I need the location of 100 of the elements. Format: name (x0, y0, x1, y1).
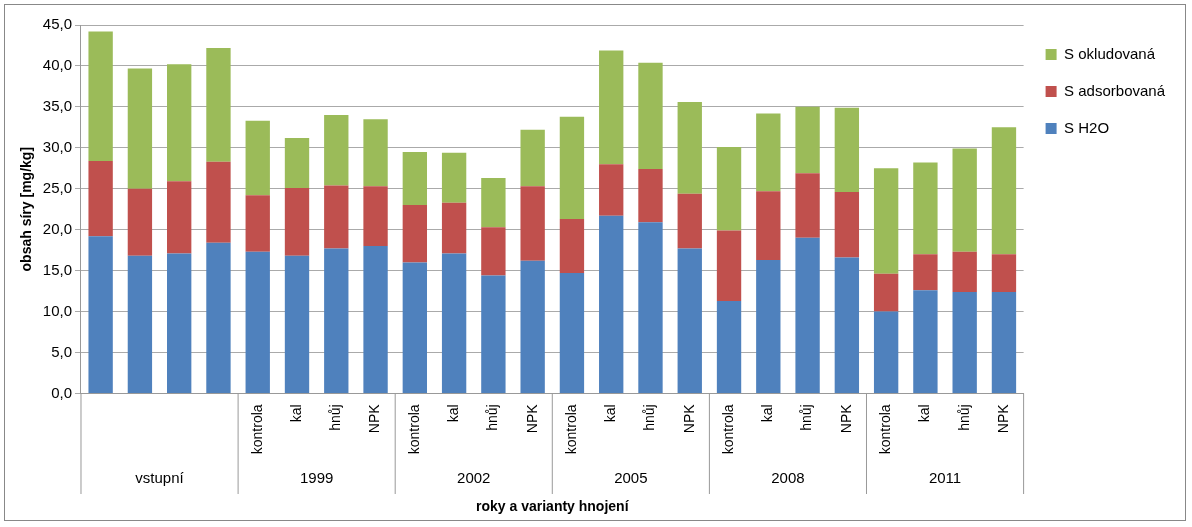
bar (324, 185, 349, 249)
bar (245, 195, 270, 252)
bar (284, 187, 310, 256)
x-tick-label: kal (444, 404, 461, 423)
text: vstupní (135, 469, 185, 487)
bar (402, 151, 428, 206)
bar (363, 246, 388, 393)
y-tick-label: 45,0 (42, 15, 72, 33)
legend-label: S okludovaná (1064, 44, 1156, 62)
bar (913, 290, 938, 393)
x-tick-label: kontrola (719, 404, 736, 455)
x-tick-label: hnůj (798, 404, 815, 431)
x-tick-label: kal (602, 404, 619, 423)
bar (245, 251, 270, 393)
text: 1999 (299, 469, 334, 487)
bar (245, 120, 270, 196)
bar (834, 107, 860, 193)
x-tick-label: kal (916, 404, 933, 423)
bar (677, 193, 702, 249)
bar (88, 236, 113, 393)
bar (834, 257, 860, 393)
x-tick-label: hnůj (484, 404, 501, 431)
bar (206, 47, 231, 162)
bar (756, 113, 781, 192)
x-tick-label: kontrola (248, 404, 265, 455)
bar (716, 146, 742, 231)
bar (284, 137, 310, 188)
y-tick-label: 30,0 (42, 137, 72, 155)
bar (677, 101, 702, 194)
x-tick-label: kontrola (876, 404, 893, 455)
y-tick-label: 10,0 (42, 301, 72, 319)
x-tick-label: hnůj (327, 404, 344, 431)
bar (363, 186, 388, 247)
bar (952, 291, 977, 393)
bar (402, 205, 428, 263)
bar (795, 173, 820, 238)
text: 2008 (771, 469, 805, 487)
bar (795, 237, 820, 393)
x-tick-label: kal (287, 404, 304, 423)
bar (716, 230, 742, 301)
bar (363, 119, 388, 187)
bar (677, 248, 702, 393)
bar (127, 255, 153, 393)
bar (441, 253, 467, 393)
bar (638, 222, 663, 393)
x-tick-label: NPK (366, 403, 383, 434)
bar (167, 253, 192, 393)
bar (441, 202, 467, 254)
bar (441, 152, 467, 203)
bar (206, 242, 231, 393)
bar (88, 160, 113, 237)
x-tick-label: hnůj (641, 404, 658, 431)
bar (206, 161, 231, 243)
y-tick-label: 40,0 (42, 56, 72, 74)
bar (756, 259, 781, 393)
y-tick-label: 25,0 (42, 178, 72, 196)
bar (716, 300, 742, 393)
bar (520, 186, 545, 261)
bar (481, 178, 506, 228)
x-axis-title: roky a varianty hnojení (476, 498, 630, 515)
bar (952, 148, 977, 252)
bar (559, 219, 585, 274)
bar (638, 169, 663, 223)
x-tick-label: NPK (994, 403, 1011, 434)
bar (167, 181, 192, 254)
x-tick-label: kontrola (405, 404, 422, 455)
y-tick-label: 15,0 (42, 260, 72, 278)
bar (756, 191, 781, 260)
bar (127, 188, 153, 256)
bar (324, 115, 349, 186)
bar (913, 162, 938, 255)
bar (638, 62, 663, 170)
legend-label: S adsorbovaná (1064, 81, 1166, 99)
bar (991, 127, 1017, 255)
bar (873, 311, 899, 393)
bar (167, 64, 192, 182)
bar (599, 164, 624, 216)
bar (834, 192, 860, 258)
text: 2011 (928, 469, 962, 487)
y-axis-title: obsah síry [mg/kg] (18, 146, 35, 272)
bar (402, 262, 428, 393)
bar (913, 254, 938, 291)
bar (88, 31, 113, 161)
y-tick-label: 0,0 (51, 383, 72, 401)
bar (991, 254, 1017, 292)
bar (599, 50, 624, 165)
y-tick-label: 20,0 (42, 219, 72, 237)
text: 2005 (614, 469, 648, 487)
bar (991, 291, 1017, 393)
bar (481, 275, 506, 393)
bar (520, 129, 545, 187)
text: 2002 (457, 469, 491, 487)
bar (284, 255, 310, 393)
x-tick-label: hnůj (955, 404, 972, 431)
bar (952, 251, 977, 292)
x-tick-label: NPK (680, 403, 697, 434)
y-tick-label: 5,0 (51, 342, 72, 360)
bar (795, 106, 820, 174)
bar (481, 227, 506, 276)
bar (873, 273, 899, 312)
